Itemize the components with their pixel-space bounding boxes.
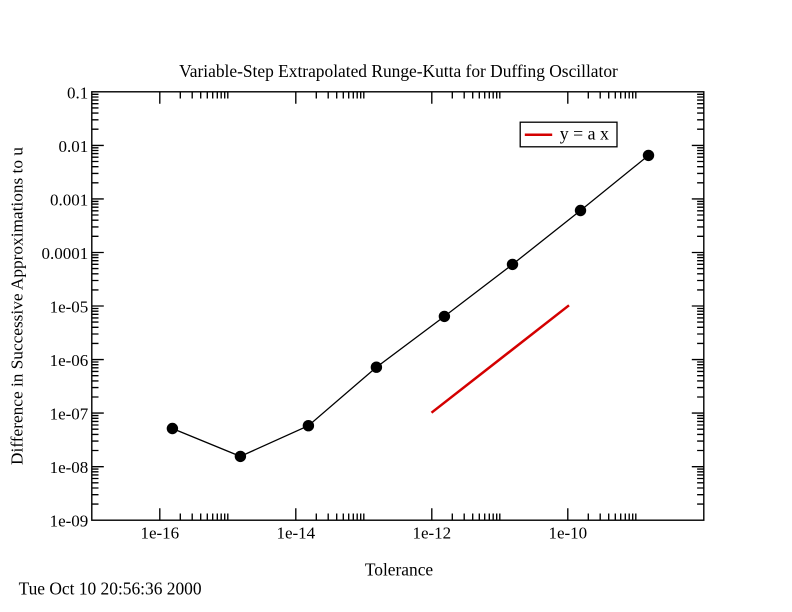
svg-text:1e-08: 1e-08 bbox=[50, 458, 89, 477]
svg-text:1e-09: 1e-09 bbox=[50, 512, 89, 531]
svg-text:1e-06: 1e-06 bbox=[50, 351, 89, 370]
svg-text:Variable-Step Extrapolated Run: Variable-Step Extrapolated Runge-Kutta f… bbox=[179, 61, 618, 81]
svg-text:0.001: 0.001 bbox=[50, 190, 88, 209]
svg-text:Difference in Successive Appro: Difference in Successive Approximations … bbox=[7, 147, 26, 465]
svg-text:1e-05: 1e-05 bbox=[50, 298, 89, 317]
svg-text:0.1: 0.1 bbox=[67, 83, 88, 102]
svg-text:1e-07: 1e-07 bbox=[50, 405, 89, 424]
svg-text:1e-14: 1e-14 bbox=[276, 524, 315, 543]
svg-text:Tue Oct 10 20:56:36 2000: Tue Oct 10 20:56:36 2000 bbox=[19, 579, 202, 599]
svg-text:1e-10: 1e-10 bbox=[548, 524, 587, 543]
svg-text:0.0001: 0.0001 bbox=[42, 244, 89, 263]
svg-text:y = a x: y = a x bbox=[560, 123, 609, 143]
svg-text:Tolerance: Tolerance bbox=[365, 559, 434, 579]
svg-text:0.01: 0.01 bbox=[59, 137, 89, 156]
svg-text:1e-16: 1e-16 bbox=[140, 524, 179, 543]
svg-text:1e-12: 1e-12 bbox=[412, 524, 451, 543]
